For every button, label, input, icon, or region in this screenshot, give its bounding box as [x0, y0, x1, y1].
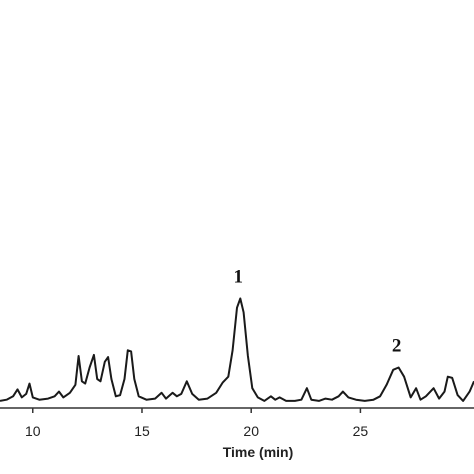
series-line-0	[0, 297, 474, 402]
x-tick-label: 25	[353, 423, 369, 439]
x-tick-label: 20	[243, 423, 259, 439]
peak-label-1: 1	[234, 267, 244, 288]
x-axis-label: Time (min)	[223, 444, 294, 460]
x-tick-label: 15	[134, 423, 150, 439]
annotations: 12	[234, 267, 402, 357]
plot-area	[0, 297, 474, 402]
x-axis: 10 15 20 25	[0, 407, 474, 439]
x-tick-label: 10	[25, 423, 41, 439]
peak-label-2: 2	[392, 336, 402, 357]
